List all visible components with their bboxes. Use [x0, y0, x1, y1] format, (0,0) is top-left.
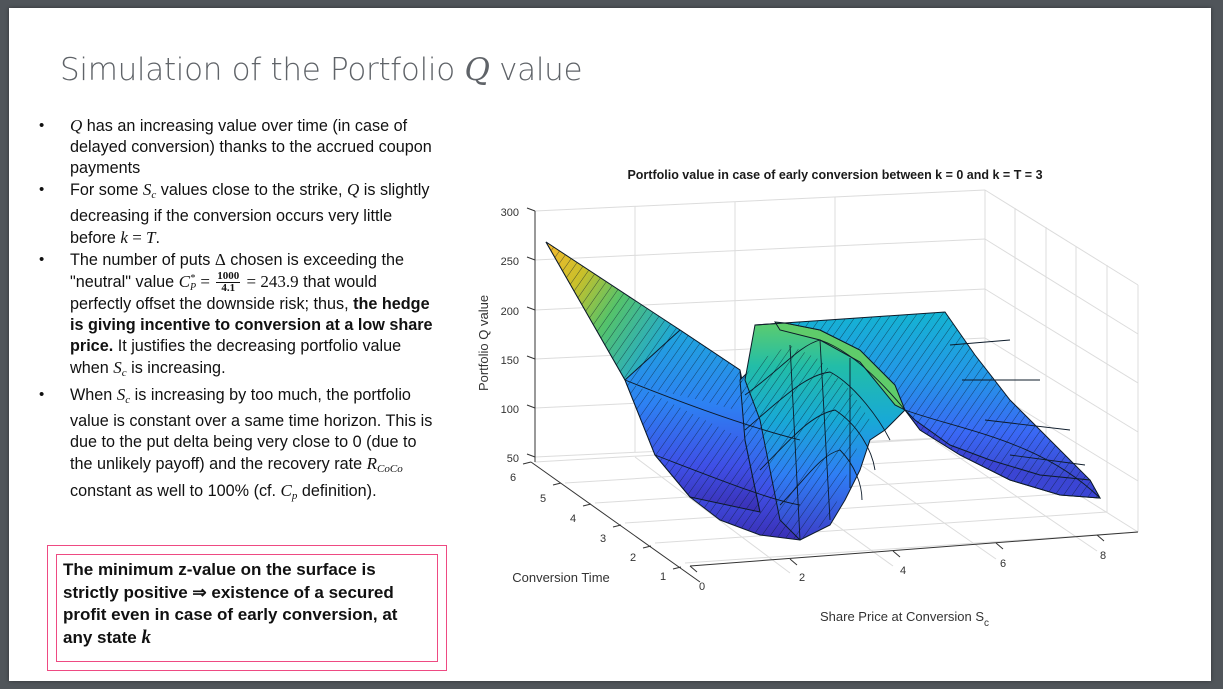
var-t: T — [146, 228, 156, 247]
slide-title: Simulation of the Portfolio Q value — [60, 52, 583, 88]
fraction: 1000 4.1 — [216, 270, 241, 295]
fraction-denominator: 4.1 — [221, 282, 236, 295]
bullet-bold-text: the hedge is giving incentive to convers… — [70, 295, 433, 356]
title-text: Simulation of the Portfolio — [60, 52, 465, 88]
bullet-text: For some — [70, 181, 143, 199]
time-tick: 3 — [600, 533, 606, 545]
z-tick: 250 — [501, 256, 519, 268]
title-suffix: value — [489, 52, 583, 88]
var-sc-sub: c — [121, 367, 127, 380]
bullet-item-constant: When Sc is increasing by too much, the p… — [34, 384, 434, 507]
var-q: Q — [70, 116, 83, 135]
var-k: k — [120, 228, 128, 247]
bullet-text: The number of puts — [70, 251, 215, 269]
time-tick: 6 — [510, 472, 516, 484]
var-cp-sub: P — [190, 281, 197, 293]
bullet-text: has an increasing value over time (in ca… — [70, 117, 432, 177]
time-tick: 1 — [660, 571, 666, 583]
z-tick: 200 — [501, 306, 519, 318]
var-sc-sub: c — [151, 189, 157, 201]
bullet-text: that would perfectly offset the downside… — [70, 273, 377, 314]
var-sc: S — [142, 180, 152, 199]
bullet-text: definition). — [297, 482, 377, 501]
sc-axis-ticks: 2 4 6 8 — [799, 550, 1106, 584]
var-cp: C — [178, 272, 191, 291]
bullet-text: constant as well to 100% (cf. — [70, 482, 281, 501]
bullet-item-puts: The number of puts Δ chosen is exceeding… — [34, 249, 434, 384]
origin-tick: 0 — [699, 581, 705, 593]
bullet-text: It justifies the decreasing portfolio va… — [70, 337, 402, 378]
fraction-numerator: 1000 — [216, 270, 241, 284]
z-tick: 100 — [501, 404, 519, 416]
sc-tick: 4 — [900, 565, 906, 577]
var-sc: S — [116, 385, 126, 405]
z-axis-ticks: 300 250 200 150 100 50 — [501, 207, 519, 465]
bullet-item-q-increasing: Q has an increasing value over time (in … — [34, 115, 434, 179]
var-q: Q — [347, 180, 360, 199]
sc-axis-label-sub: c — [984, 618, 989, 629]
var-sc-sub: c — [125, 394, 131, 407]
bullet-item-q-decreasing: For some Sc values close to the strike, … — [34, 179, 434, 249]
time-axis-label: Conversion Time — [512, 570, 610, 585]
var-sc: S — [113, 358, 122, 378]
bullet-text: When — [70, 386, 117, 405]
sc-axis-label-base: Share Price at Conversion S — [820, 609, 984, 624]
z-axis-label: Portfolio Q value — [476, 295, 491, 391]
var-delta: Δ — [214, 250, 226, 269]
var-cp-sup: * — [190, 272, 196, 284]
chart-title: Portfolio value in case of early convers… — [627, 168, 1042, 182]
time-axis-ticks: 6 5 4 3 2 1 0 — [510, 472, 705, 593]
bullet-text: is slightly decreasing if the conversion… — [70, 181, 430, 247]
neutral-value: = 243.9 — [242, 272, 299, 291]
equals: = — [196, 272, 215, 291]
callout-text: The minimum z-value on the surface is st… — [63, 560, 398, 647]
sc-axis-label: Share Price at Conversion Sc — [820, 609, 989, 629]
time-tick: 4 — [570, 513, 576, 525]
bullet-list: Q has an increasing value over time (in … — [34, 115, 434, 507]
bullet-text: chosen is exceeding the "neutral" value — [70, 251, 404, 291]
chart-axes — [522, 207, 1139, 583]
time-tick: 2 — [630, 552, 636, 564]
equals: = — [127, 228, 147, 247]
sc-tick: 6 — [1000, 558, 1006, 570]
surface-plot — [545, 241, 1101, 541]
z-tick: 300 — [501, 207, 519, 219]
title-variable-q: Q — [464, 52, 490, 88]
var-r-sub: CoCo — [377, 463, 403, 476]
bullet-text: values close to the strike, — [156, 181, 348, 199]
var-r: R — [366, 454, 378, 474]
sc-tick: 2 — [799, 572, 805, 584]
z-tick: 150 — [501, 355, 519, 367]
sc-tick: 8 — [1100, 550, 1106, 562]
var-k: k — [141, 626, 151, 648]
z-tick: 50 — [507, 453, 519, 465]
var-c: C — [280, 481, 292, 501]
callout-box: The minimum z-value on the surface is st… — [47, 545, 447, 671]
bullet-text: is increasing. — [126, 359, 226, 378]
bullet-text: . — [155, 229, 161, 247]
time-tick: 5 — [540, 493, 546, 505]
var-c-sub: p — [291, 490, 298, 503]
bullet-text: is increasing by too much, the portfolio… — [70, 386, 433, 474]
callout-inner-box: The minimum z-value on the surface is st… — [56, 554, 438, 662]
